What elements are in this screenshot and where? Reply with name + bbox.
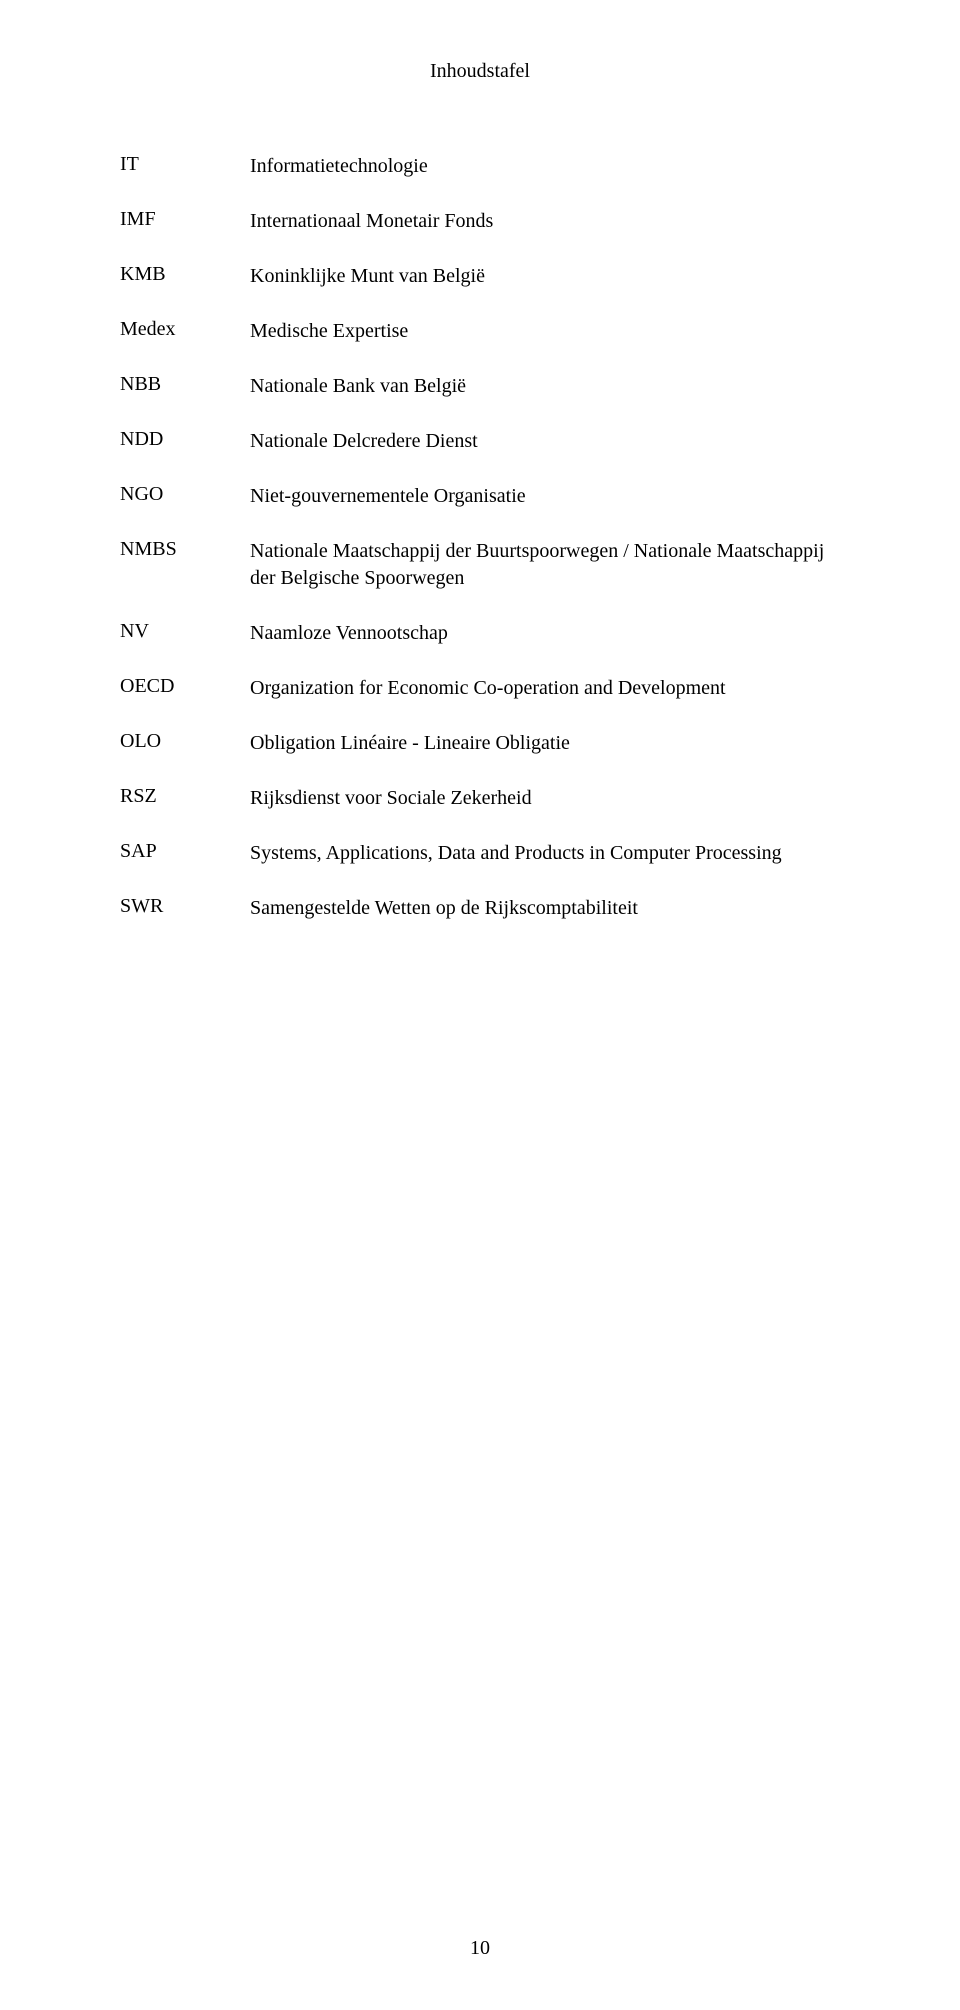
abbreviation-row: NBBNationale Bank van België — [120, 373, 840, 400]
abbreviation-definition: Internationaal Monetair Fonds — [250, 208, 840, 235]
abbreviation-row: SWRSamengestelde Wetten op de Rijkscompt… — [120, 895, 840, 922]
abbreviation-definition: Organization for Economic Co-operation a… — [250, 675, 840, 702]
abbreviation-row: MedexMedische Expertise — [120, 318, 840, 345]
abbreviation-term: NGO — [120, 483, 250, 510]
abbreviation-definition: Informatietechnologie — [250, 153, 840, 180]
abbreviation-term: OECD — [120, 675, 250, 702]
abbreviation-term: NDD — [120, 428, 250, 455]
abbreviation-row: NMBSNationale Maatschappij der Buurtspoo… — [120, 538, 840, 592]
page-number: 10 — [0, 1937, 960, 1960]
abbreviation-row: NVNaamloze Vennootschap — [120, 620, 840, 647]
abbreviation-term: Medex — [120, 318, 250, 345]
abbreviation-row: IMFInternationaal Monetair Fonds — [120, 208, 840, 235]
abbreviation-row: RSZRijksdienst voor Sociale Zekerheid — [120, 785, 840, 812]
abbreviation-row: SAPSystems, Applications, Data and Produ… — [120, 840, 840, 867]
abbreviation-definition: Naamloze Vennootschap — [250, 620, 840, 647]
abbreviation-term: IMF — [120, 208, 250, 235]
abbreviation-term: SAP — [120, 840, 250, 867]
abbreviation-definition: Nationale Bank van België — [250, 373, 840, 400]
abbreviation-row: OECDOrganization for Economic Co-operati… — [120, 675, 840, 702]
abbreviation-definition: Niet-gouvernementele Organisatie — [250, 483, 840, 510]
abbreviation-term: RSZ — [120, 785, 250, 812]
abbreviation-definition: Systems, Applications, Data and Products… — [250, 840, 840, 867]
abbreviation-term: OLO — [120, 730, 250, 757]
abbreviation-definition: Rijksdienst voor Sociale Zekerheid — [250, 785, 840, 812]
abbreviation-definition: Nationale Maatschappij der Buurtspoorweg… — [250, 538, 840, 592]
abbreviation-definition: Nationale Delcredere Dienst — [250, 428, 840, 455]
abbreviation-term: KMB — [120, 263, 250, 290]
abbreviation-row: ITInformatietechnologie — [120, 153, 840, 180]
page-header: Inhoudstafel — [120, 60, 840, 83]
abbreviation-definition: Obligation Linéaire - Lineaire Obligatie — [250, 730, 840, 757]
abbreviation-list: ITInformatietechnologie IMFInternationaal… — [120, 153, 840, 922]
abbreviation-term: SWR — [120, 895, 250, 922]
abbreviation-definition: Medische Expertise — [250, 318, 840, 345]
abbreviation-row: KMBKoninklijke Munt van België — [120, 263, 840, 290]
page: Inhoudstafel ITInformatietechnologieIMFI… — [0, 0, 960, 922]
abbreviation-row: OLOObligation Linéaire - Lineaire Obliga… — [120, 730, 840, 757]
abbreviation-term: NMBS — [120, 538, 250, 592]
abbreviation-definition: Koninklijke Munt van België — [250, 263, 840, 290]
abbreviation-definition: Samengestelde Wetten op de Rijkscomptabi… — [250, 895, 840, 922]
abbreviation-row: NDDNationale Delcredere Dienst — [120, 428, 840, 455]
abbreviation-term: NBB — [120, 373, 250, 400]
abbreviation-term: IT — [120, 153, 250, 180]
abbreviation-row: NGONiet-gouvernementele Organisatie — [120, 483, 840, 510]
abbreviation-term: NV — [120, 620, 250, 647]
